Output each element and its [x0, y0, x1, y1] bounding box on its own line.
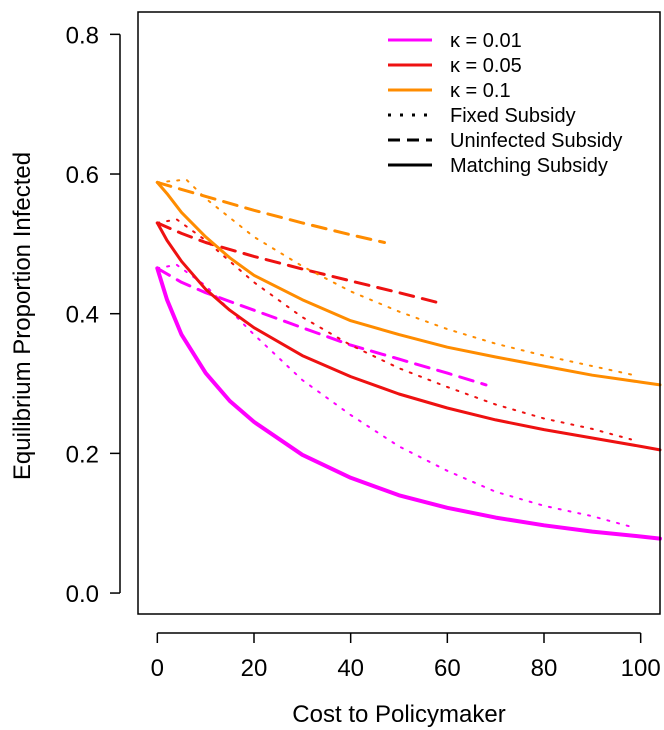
y-axis-title: Equilibrium Proportion Infected [9, 152, 36, 480]
series-line-6 [155, 221, 440, 304]
y-tick-label: 0.2 [66, 441, 99, 468]
legend-label-3: κ = 0.1 [450, 80, 511, 102]
series-line-8 [156, 178, 632, 376]
y-tick-label: 0.6 [66, 162, 99, 189]
series-line-1 [155, 266, 662, 541]
y-tick-label: 0.0 [66, 581, 99, 608]
y-tick-label: 0.4 [66, 302, 99, 329]
legend: κ = 0.01 κ = 0.05 κ = 0.1 Fixed Subsidy Unin… [388, 30, 622, 177]
x-tick-label: 80 [531, 655, 558, 682]
x-tick-label: 40 [337, 655, 364, 682]
series-line-4 [155, 221, 662, 452]
series-line-5 [156, 218, 632, 441]
series-line-2 [156, 263, 632, 528]
axes: 0 20 40 60 80 100 0.0 0.2 0.4 0.6 0.8 [66, 11, 661, 682]
legend-label-4: Fixed Subsidy [450, 105, 576, 127]
legend-label-6: Matching Subsidy [450, 155, 608, 177]
plot-lines [155, 178, 662, 541]
legend-label-1: κ = 0.01 [450, 30, 522, 52]
x-tick-label: 60 [434, 655, 461, 682]
x-tick-label: 100 [621, 655, 661, 682]
x-tick-label: 0 [151, 655, 164, 682]
series-line-7 [155, 180, 662, 387]
y-tick-label: 0.8 [66, 22, 99, 49]
legend-label-2: κ = 0.05 [450, 55, 522, 77]
x-axis-title: Cost to Policymaker [292, 701, 505, 728]
series-line-9 [155, 180, 386, 244]
plot-frame [137, 11, 661, 615]
x-tick-label: 20 [241, 655, 268, 682]
series-line-3 [155, 266, 488, 387]
legend-label-5: Uninfected Subsidy [450, 130, 622, 152]
